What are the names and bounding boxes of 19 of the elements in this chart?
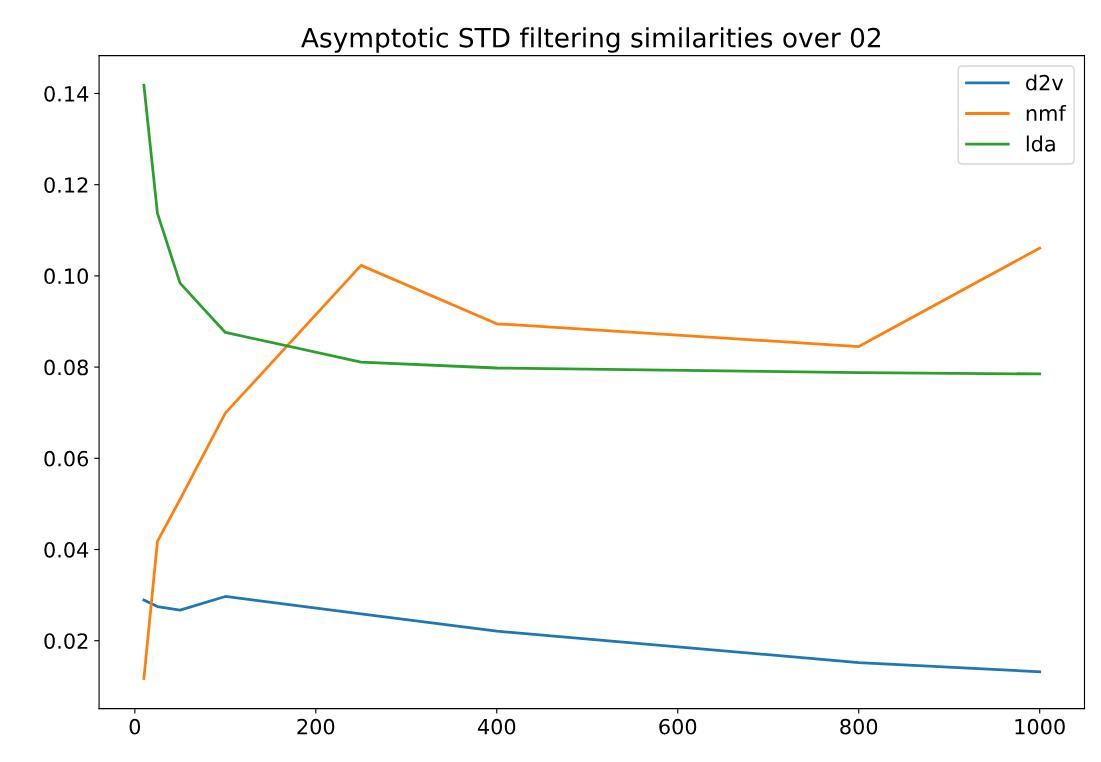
chart-title: Asymptotic STD filtering similarities over 02 (301, 27, 881, 53)
x-tick-label: 400 (477, 718, 516, 735)
y-tick-label: 0.14 (44, 85, 89, 102)
y-tick-label: 0.08 (44, 359, 88, 376)
x-tick-label: 0 (129, 718, 141, 735)
x-tick-label: 800 (840, 718, 878, 735)
y-tick-label: 0.02 (44, 633, 88, 649)
x-tick-label: 200 (297, 718, 335, 735)
legend-label: lda (1026, 135, 1055, 152)
y-tick-label: 0.12 (44, 177, 88, 193)
y-tick-label: 0.06 (44, 450, 89, 467)
legend-label: nmf (1026, 104, 1067, 121)
y-tick-label: 0.04 (44, 541, 89, 558)
x-tick-label: 600 (659, 718, 697, 735)
line-series (142, 246, 1042, 680)
y-tick-label: 0.10 (44, 268, 88, 285)
legend-label: d2v (1026, 74, 1064, 91)
x-tick-label: 1000 (1015, 718, 1065, 735)
line-series (142, 595, 1042, 674)
